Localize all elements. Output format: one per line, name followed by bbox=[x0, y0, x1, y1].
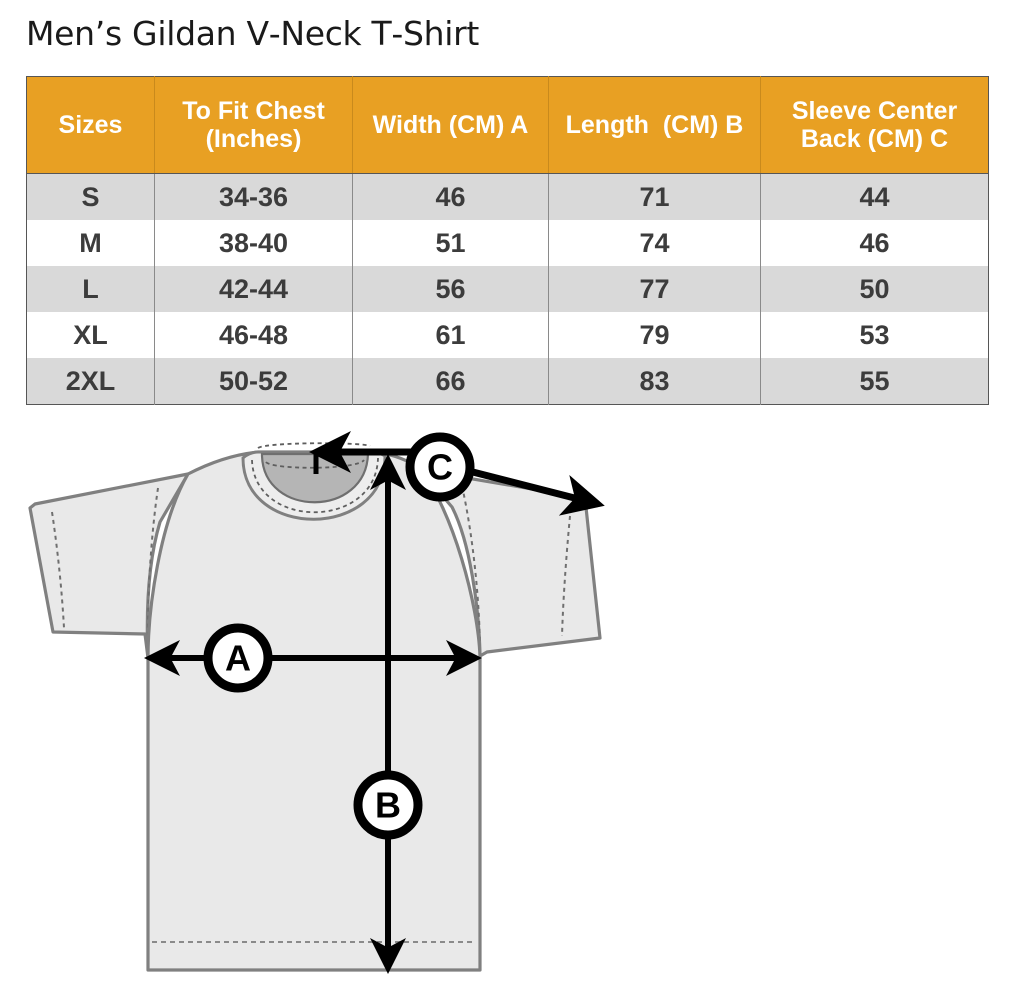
right-sleeve-seam-stitch bbox=[461, 485, 481, 655]
cell-sleeve: 55 bbox=[760, 358, 989, 405]
cell-width: 56 bbox=[352, 266, 549, 312]
measurement-b-label: B bbox=[375, 785, 401, 826]
cell-length: 83 bbox=[548, 358, 761, 405]
cell-length: 71 bbox=[548, 173, 761, 220]
measurement-b-badge bbox=[353, 770, 423, 840]
measurement-c-label: C bbox=[427, 447, 453, 488]
cell-sleeve: 44 bbox=[760, 173, 989, 220]
cell-chest: 34-36 bbox=[154, 173, 353, 220]
cell-sleeve: 50 bbox=[760, 266, 989, 312]
cell-chest: 50-52 bbox=[154, 358, 353, 405]
cell-width: 61 bbox=[352, 312, 549, 358]
measurement-c-badge bbox=[405, 432, 475, 502]
table-body: S 34-36 46 71 44 M 38-40 51 74 46 L 42-4… bbox=[26, 173, 989, 405]
size-chart-table: Sizes To Fit Chest (Inches) Width (CM) A… bbox=[26, 76, 989, 405]
table-row: S 34-36 46 71 44 bbox=[26, 173, 989, 220]
table-row: M 38-40 51 74 46 bbox=[26, 220, 989, 266]
cell-size: L bbox=[26, 266, 155, 312]
table-header: Sizes To Fit Chest (Inches) Width (CM) A… bbox=[26, 76, 989, 174]
tshirt-diagram: A B C bbox=[28, 431, 605, 974]
cell-chest: 38-40 bbox=[154, 220, 353, 266]
table-row: L 42-44 56 77 50 bbox=[26, 266, 989, 312]
measurement-a-badge bbox=[203, 623, 273, 693]
left-sleeve-hem-stitch bbox=[51, 511, 65, 629]
collar-top-stitch bbox=[257, 442, 371, 449]
shirt-body bbox=[146, 450, 482, 972]
measurement-a-label: A bbox=[225, 638, 251, 679]
cell-chest: 46-48 bbox=[154, 312, 353, 358]
tshirt-illustration: A B C bbox=[28, 431, 605, 974]
table-row: 2XL 50-52 66 83 55 bbox=[26, 358, 989, 405]
cell-chest: 42-44 bbox=[154, 266, 353, 312]
cell-size: S bbox=[26, 173, 155, 220]
cell-length: 77 bbox=[548, 266, 761, 312]
left-sleeve-seam-stitch bbox=[146, 487, 159, 656]
column-header-width: Width (CM) A bbox=[352, 76, 549, 174]
cell-size: 2XL bbox=[26, 358, 155, 405]
column-header-chest: To Fit Chest (Inches) bbox=[154, 76, 353, 174]
cell-width: 51 bbox=[352, 220, 549, 266]
right-sleeve bbox=[418, 468, 602, 658]
column-header-sleeve: Sleeve Center Back (CM) C bbox=[760, 76, 989, 174]
cell-width: 66 bbox=[352, 358, 549, 405]
page-title: Men’s Gildan V‑Neck T‑Shirt bbox=[26, 14, 480, 53]
column-header-sizes: Sizes bbox=[26, 76, 155, 174]
cell-sleeve: 46 bbox=[760, 220, 989, 266]
column-header-length: Length (CM) B bbox=[548, 76, 761, 174]
cell-width: 46 bbox=[352, 173, 549, 220]
cell-length: 74 bbox=[548, 220, 761, 266]
cell-sleeve: 53 bbox=[760, 312, 989, 358]
table-row: XL 46-48 61 79 53 bbox=[26, 312, 989, 358]
table-header-row: Sizes To Fit Chest (Inches) Width (CM) A… bbox=[26, 76, 989, 174]
cell-size: XL bbox=[26, 312, 155, 358]
cell-size: M bbox=[26, 220, 155, 266]
cell-length: 79 bbox=[548, 312, 761, 358]
